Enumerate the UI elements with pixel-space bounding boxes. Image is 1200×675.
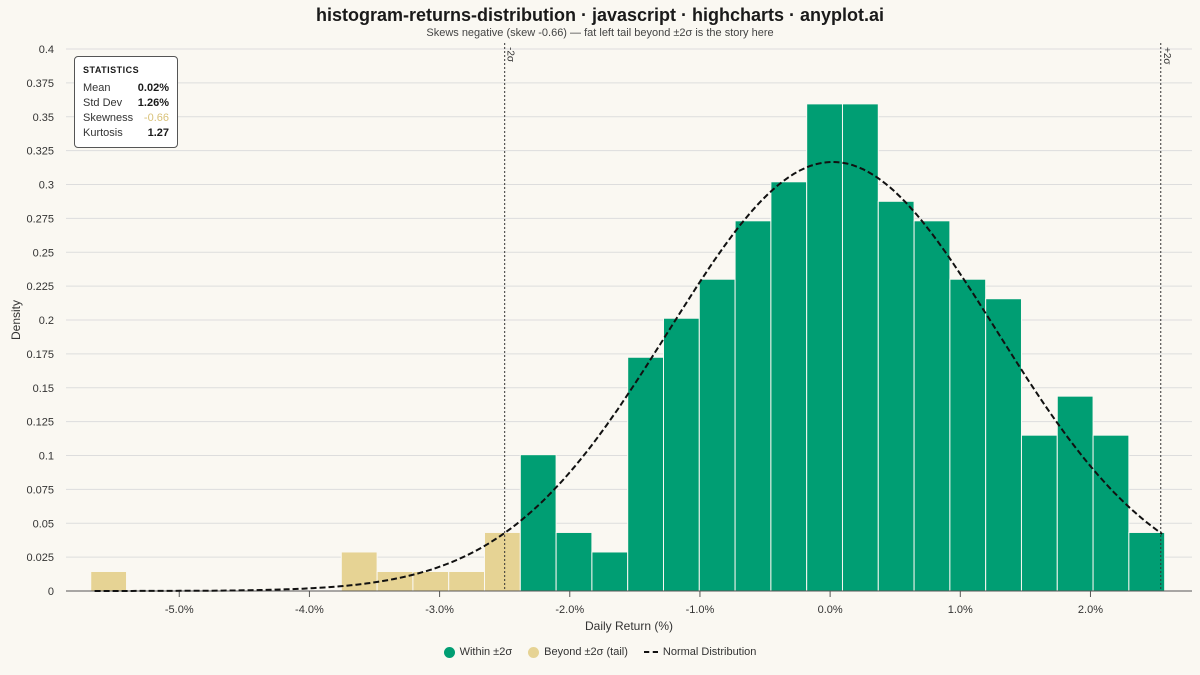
sigma-reference-label: -2σ [505,47,516,63]
y-tick-label: 0.35 [33,112,54,124]
histogram-bar [877,200,915,592]
normal-distribution-curve [94,160,1163,592]
y-tick-label: 0 [48,586,54,598]
legend-marker-normal [643,651,658,653]
histogram-bar [662,317,700,592]
x-axis-title: Daily Return (%) [585,619,673,633]
histogram-bar [555,531,593,592]
histogram-bar [1092,434,1130,592]
histogram-bar [734,220,772,592]
y-tick-label: 0.125 [26,417,54,429]
y-tick-label: 0.375 [26,78,54,90]
legend-label-within: Within ±2σ [459,646,513,658]
chart-subtitle: Skews negative (skew -0.66) — fat left t… [426,27,774,39]
x-tick-label: 0.0% [818,604,843,616]
stats-label: Skewness [83,112,134,124]
histogram-bar [1128,531,1166,592]
legend-item-beyond[interactable]: Beyond ±2σ (tail) [528,646,628,658]
histogram-bar [519,454,557,592]
y-tick-label: 0.275 [26,213,54,225]
legend-item-within[interactable]: Within ±2σ [443,646,513,658]
x-tick-label: -5.0% [165,604,194,616]
x-tick-label: 1.0% [948,604,973,616]
y-tick-label: 0.25 [33,247,54,259]
y-tick-label: 0.05 [33,518,54,530]
y-tick-label: 0.325 [26,146,54,158]
legend-item-normal[interactable]: Normal Distribution [643,646,757,658]
histogram-bar-tail [90,570,128,592]
histogram-bar [770,181,808,592]
y-tick-label: 0.2 [39,315,54,327]
legend-label-normal: Normal Distribution [662,646,757,658]
stats-value: 1.27 [147,127,169,139]
stats-value: 0.02% [137,82,169,94]
stats-label: Mean [83,82,111,94]
stats-label: Std Dev [83,97,123,109]
histogram-bar [985,298,1022,592]
histogram-bar [1020,434,1058,592]
y-tick-label: 0.3 [39,180,54,192]
x-tick-label: -3.0% [425,604,454,616]
legend-marker-beyond [528,646,540,658]
statistics-heading: STATISTICS [83,65,140,75]
chart-legend: Within ±2σ Beyond ±2σ (tail) Normal Dist… [0,646,1200,658]
stats-row-std-dev: Std Dev 1.26% [83,96,169,111]
stats-value: -0.66 [143,112,169,124]
histogram-bar [627,356,664,592]
stats-row-skewness: Skewness -0.66 [83,111,169,126]
histogram-bar [698,278,736,592]
y-tick-label: 0.4 [39,44,54,56]
histogram-bar-tail [484,531,521,592]
histogram-bar [949,278,987,592]
stats-row-kurtosis: Kurtosis 1.27 [83,126,169,141]
histogram-bar [913,220,951,592]
histogram-bar-tail [412,570,450,592]
sigma-reference-label: +2σ [1161,47,1172,65]
y-axis-title: Density [9,300,23,340]
x-tick-label: -1.0% [686,604,715,616]
x-tick-label: -2.0% [555,604,584,616]
x-tick-label: 2.0% [1078,604,1103,616]
histogram-bar [806,103,843,592]
histogram-bar-tail [448,570,486,592]
stats-value: 1.26% [137,97,169,109]
stats-label: Kurtosis [83,127,123,139]
legend-marker-within [443,646,455,658]
histogram-bar [841,103,879,592]
stats-row-mean: Mean 0.02% [83,81,169,96]
y-tick-label: 0.075 [26,484,54,496]
histogram-bar [591,551,629,592]
x-tick-label: -4.0% [295,604,324,616]
statistics-panel: STATISTICS Mean 0.02% Std Dev 1.26% Skew… [74,56,178,148]
histogram-bar [1056,395,1094,592]
y-tick-label: 0.175 [26,349,54,361]
legend-label-beyond: Beyond ±2σ (tail) [544,646,628,658]
y-tick-label: 0.15 [33,383,54,395]
chart-title: histogram-returns-distribution · javascr… [315,5,885,25]
y-tick-label: 0.1 [39,451,54,463]
y-tick-label: 0.025 [26,552,54,564]
y-tick-label: 0.225 [26,281,54,293]
